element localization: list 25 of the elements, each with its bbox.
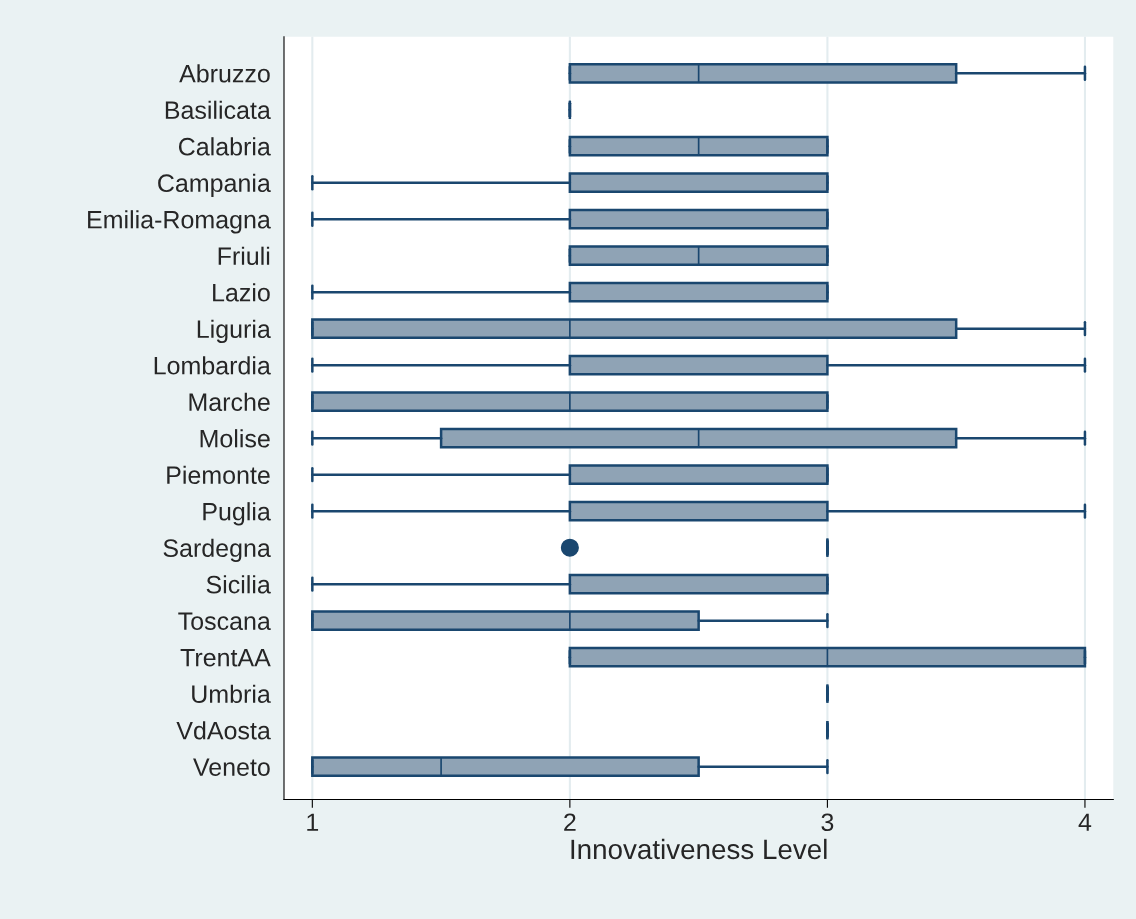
x-tick-label: 3 <box>821 813 834 832</box>
y-tick-label: Sicilia <box>206 575 271 594</box>
y-tick-label: Lazio <box>213 283 270 302</box>
y-tick-label: Marche <box>189 392 270 412</box>
y-tick-label: Umbria <box>192 684 271 703</box>
y-tick-label: TrentAA <box>180 649 271 667</box>
y-tick-label: Campania <box>158 173 271 197</box>
y-tick-label: VdAosta <box>176 721 271 740</box>
x-tick-label: 2 <box>564 813 576 831</box>
x-tick-label: 1 <box>307 813 319 831</box>
y-tick-label: Puglia <box>203 502 271 526</box>
y-tick-label: Molise <box>200 429 270 448</box>
y-tick-label: Abruzzo <box>179 64 270 83</box>
x-tick-label: 4 <box>1078 813 1092 831</box>
y-tick-label: Friuli <box>218 246 270 266</box>
y-tick-label: Basilicata <box>165 100 271 120</box>
y-tick-label: Calabria <box>178 137 271 156</box>
y-tick-label: Piemonte <box>167 465 270 485</box>
x-axis-title: Innovativeness Level <box>571 838 827 860</box>
y-tick-label: Emilia-Romagna <box>88 210 271 234</box>
y-tick-label: Lombardia <box>154 356 271 375</box>
y-tick-label: Sardegna <box>163 538 271 562</box>
y-tick-label: Liguria <box>197 319 271 343</box>
y-tick-label: Veneto <box>193 758 270 776</box>
y-tick-label: Toscana <box>178 612 271 630</box>
